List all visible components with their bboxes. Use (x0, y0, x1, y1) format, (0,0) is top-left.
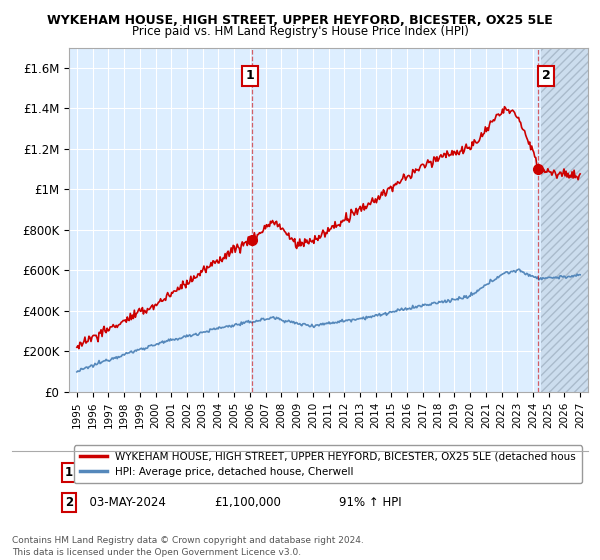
Text: £750,000: £750,000 (214, 466, 270, 479)
Text: 17-FEB-2006: 17-FEB-2006 (82, 466, 165, 479)
Text: Price paid vs. HM Land Registry's House Price Index (HPI): Price paid vs. HM Land Registry's House … (131, 25, 469, 38)
Text: 03-MAY-2024: 03-MAY-2024 (82, 496, 166, 508)
Text: 1: 1 (246, 69, 254, 82)
Text: Contains HM Land Registry data © Crown copyright and database right 2024.: Contains HM Land Registry data © Crown c… (12, 536, 364, 545)
Legend: WYKEHAM HOUSE, HIGH STREET, UPPER HEYFORD, BICESTER, OX25 5LE (detached hous, HP: WYKEHAM HOUSE, HIGH STREET, UPPER HEYFOR… (74, 445, 582, 483)
Text: 146% ↑ HPI: 146% ↑ HPI (339, 466, 409, 479)
Text: £1,100,000: £1,100,000 (214, 496, 281, 508)
Text: 91% ↑ HPI: 91% ↑ HPI (339, 496, 401, 508)
Text: This data is licensed under the Open Government Licence v3.0.: This data is licensed under the Open Gov… (12, 548, 301, 557)
Text: 2: 2 (65, 496, 73, 508)
Text: 1: 1 (65, 466, 73, 479)
Text: WYKEHAM HOUSE, HIGH STREET, UPPER HEYFORD, BICESTER, OX25 5LE: WYKEHAM HOUSE, HIGH STREET, UPPER HEYFOR… (47, 14, 553, 27)
Bar (541, 48, 591, 392)
Text: 2: 2 (542, 69, 551, 82)
